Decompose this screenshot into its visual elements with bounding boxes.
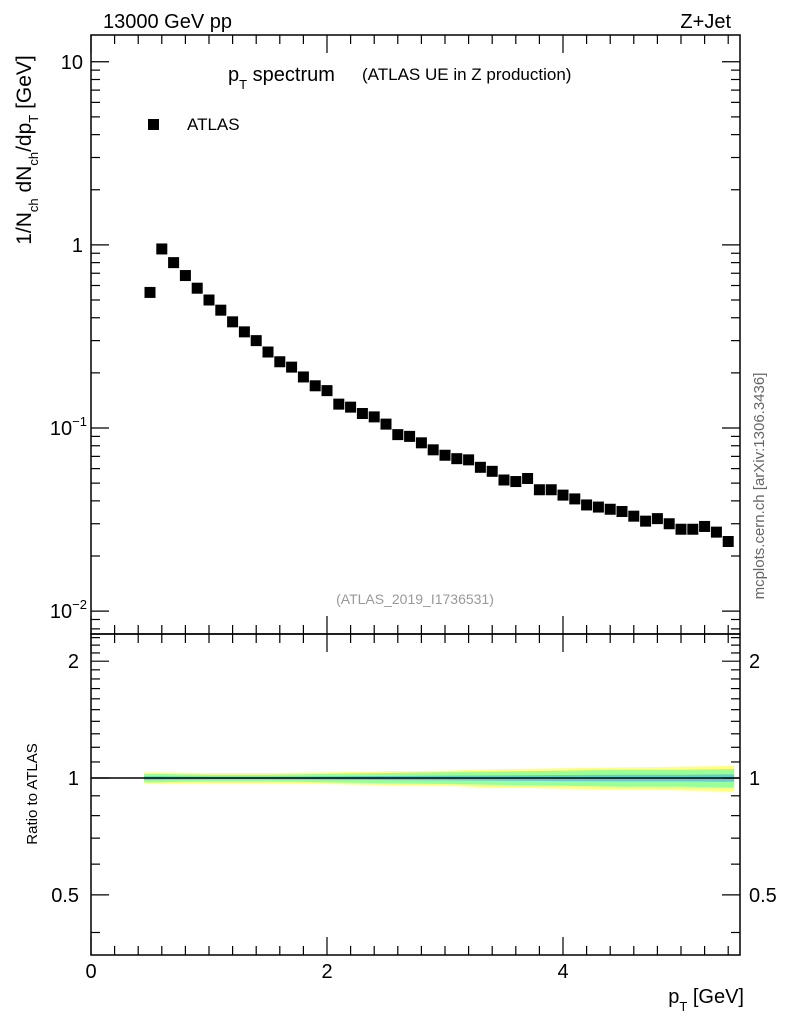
data-point bbox=[144, 286, 156, 298]
data-point bbox=[522, 472, 534, 484]
data-point bbox=[321, 385, 333, 397]
data-point bbox=[404, 430, 416, 442]
data-point bbox=[675, 523, 687, 535]
data-point bbox=[557, 489, 569, 501]
data-point bbox=[227, 316, 239, 328]
ratio-tick-label-right: 1 bbox=[749, 768, 760, 790]
x-tick-label: 2 bbox=[321, 961, 332, 983]
data-point bbox=[616, 505, 628, 517]
data-point bbox=[168, 257, 180, 269]
data-point bbox=[569, 493, 581, 505]
data-point bbox=[333, 398, 345, 410]
data-point bbox=[191, 282, 203, 294]
data-point bbox=[179, 270, 191, 282]
ratio-tick-label-left: 2 bbox=[68, 651, 79, 673]
data-point bbox=[427, 444, 439, 456]
x-tick-label: 0 bbox=[85, 961, 96, 983]
data-point bbox=[722, 535, 734, 547]
ratio-y-ticks bbox=[91, 637, 740, 934]
data-point bbox=[215, 304, 227, 316]
ratio-frame bbox=[90, 633, 741, 956]
data-point bbox=[392, 429, 404, 441]
data-point bbox=[309, 380, 321, 392]
ratio-tick-label-left: 1 bbox=[68, 768, 79, 790]
data-point bbox=[545, 484, 557, 496]
data-point bbox=[262, 346, 274, 358]
data-point bbox=[640, 515, 652, 527]
legend-label: ATLAS bbox=[187, 115, 240, 134]
analysis-tag: (ATLAS_2019_I1736531) bbox=[336, 591, 494, 607]
data-point bbox=[592, 501, 604, 513]
data-point bbox=[156, 243, 168, 255]
y-tick-label: 10 bbox=[61, 52, 83, 74]
data-point bbox=[604, 503, 616, 515]
ratio-axis-label: Ratio to ATLAS bbox=[24, 743, 41, 844]
data-point bbox=[297, 371, 309, 383]
data-point bbox=[250, 335, 262, 347]
ratio-y-tick-labels: 0.5 0.5 1 1 2 2 bbox=[51, 651, 777, 907]
data-point bbox=[533, 484, 545, 496]
plot-subtitle: (ATLAS UE in Z production) bbox=[362, 65, 571, 84]
data-point bbox=[474, 461, 486, 473]
y-tick-label: 10−1 bbox=[50, 414, 87, 440]
y-axis-label: 1/Nch dNch/dpT [GeV] bbox=[13, 55, 41, 245]
data-point bbox=[238, 326, 250, 338]
x-ticks bbox=[90, 35, 729, 955]
ratio-tick-label-right: 2 bbox=[749, 651, 760, 673]
data-point bbox=[203, 294, 215, 306]
data-point bbox=[710, 526, 722, 538]
side-label: mcplots.cern.ch [arXiv:1306.3436] bbox=[751, 373, 768, 600]
data-point bbox=[368, 411, 380, 423]
y-tick-label: 1 bbox=[72, 235, 83, 257]
data-point bbox=[651, 513, 663, 525]
data-point bbox=[451, 453, 463, 465]
data-point bbox=[510, 476, 522, 488]
data-markers bbox=[144, 243, 734, 547]
x-tick-label: 4 bbox=[557, 961, 568, 983]
plot-title: pT spectrum bbox=[228, 64, 335, 92]
x-axis-label: pT [GeV] bbox=[668, 986, 744, 1014]
data-point bbox=[581, 499, 593, 511]
data-point bbox=[356, 408, 368, 420]
data-point bbox=[663, 518, 675, 530]
main-y-tick-labels: 10−2 10−1 1 10 bbox=[50, 52, 87, 623]
data-point bbox=[486, 465, 498, 477]
data-point bbox=[415, 437, 427, 449]
data-point bbox=[439, 449, 451, 461]
data-point bbox=[498, 474, 510, 486]
data-point bbox=[699, 520, 711, 532]
ratio-tick-label-left: 0.5 bbox=[51, 885, 79, 907]
data-point bbox=[628, 510, 640, 522]
header-left: 13000 GeV pp bbox=[103, 11, 232, 33]
legend-marker bbox=[148, 119, 159, 130]
header-right: Z+Jet bbox=[680, 11, 731, 33]
x-tick-labels: 0 2 4 bbox=[85, 961, 568, 983]
data-point bbox=[463, 454, 475, 466]
data-point bbox=[687, 523, 699, 535]
ratio-tick-label-right: 0.5 bbox=[749, 885, 777, 907]
main-y-ticks bbox=[91, 61, 740, 630]
data-point bbox=[380, 418, 392, 430]
data-point bbox=[286, 361, 298, 373]
y-tick-label: 10−2 bbox=[50, 597, 87, 623]
data-point bbox=[345, 401, 357, 413]
data-point bbox=[274, 356, 286, 368]
